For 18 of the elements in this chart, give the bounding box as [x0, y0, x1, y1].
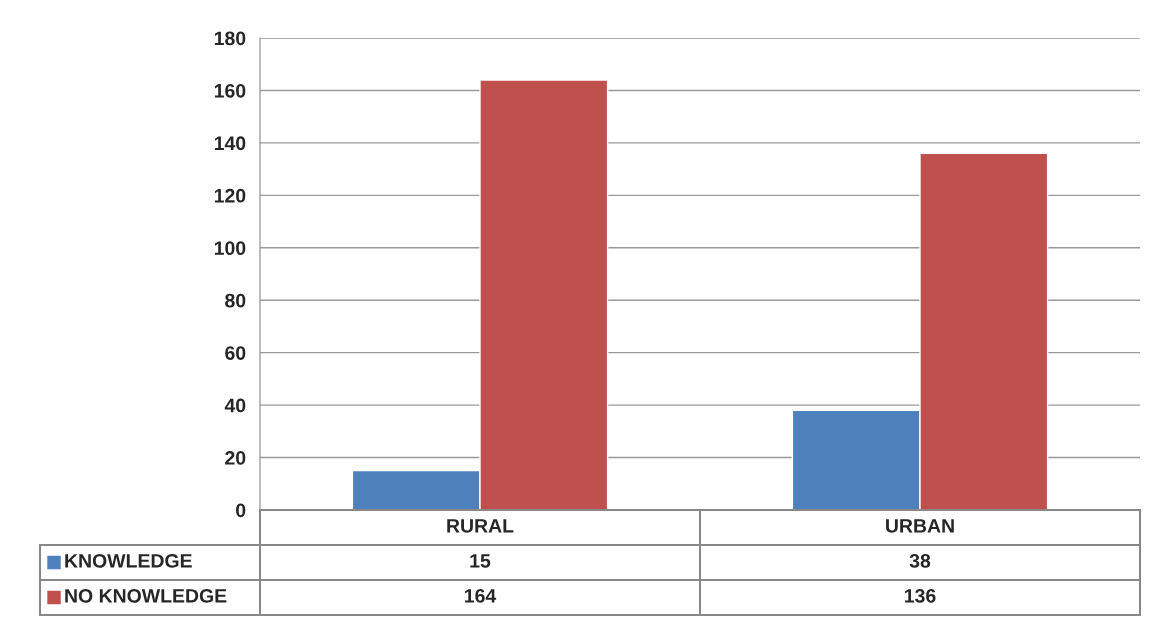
y-tick-label: 20 [225, 451, 246, 465]
y-tick-label: 160 [214, 83, 246, 98]
data-label: 136 [905, 588, 936, 603]
y-tick-label: 0 [236, 503, 246, 518]
y-tick-label: 100 [214, 241, 246, 256]
y-tick-label: 80 [225, 293, 246, 308]
data-label: 164 [465, 588, 497, 603]
legend-label: NO KNOWLEDGE [65, 588, 227, 603]
y-tick-label: 140 [214, 136, 246, 151]
x-tick-label: URBAN [886, 519, 954, 533]
y-tick-label: 40 [224, 398, 246, 413]
data-label: 15 [470, 554, 491, 568]
y-tick-label: 120 [214, 188, 246, 203]
legend-label: KNOWLEDGE [65, 553, 192, 568]
y-tick-label: 180 [214, 31, 246, 46]
x-tick-label: RURAL [447, 519, 514, 533]
y-tick-label: 60 [225, 346, 246, 360]
data-label: 38 [909, 553, 931, 568]
